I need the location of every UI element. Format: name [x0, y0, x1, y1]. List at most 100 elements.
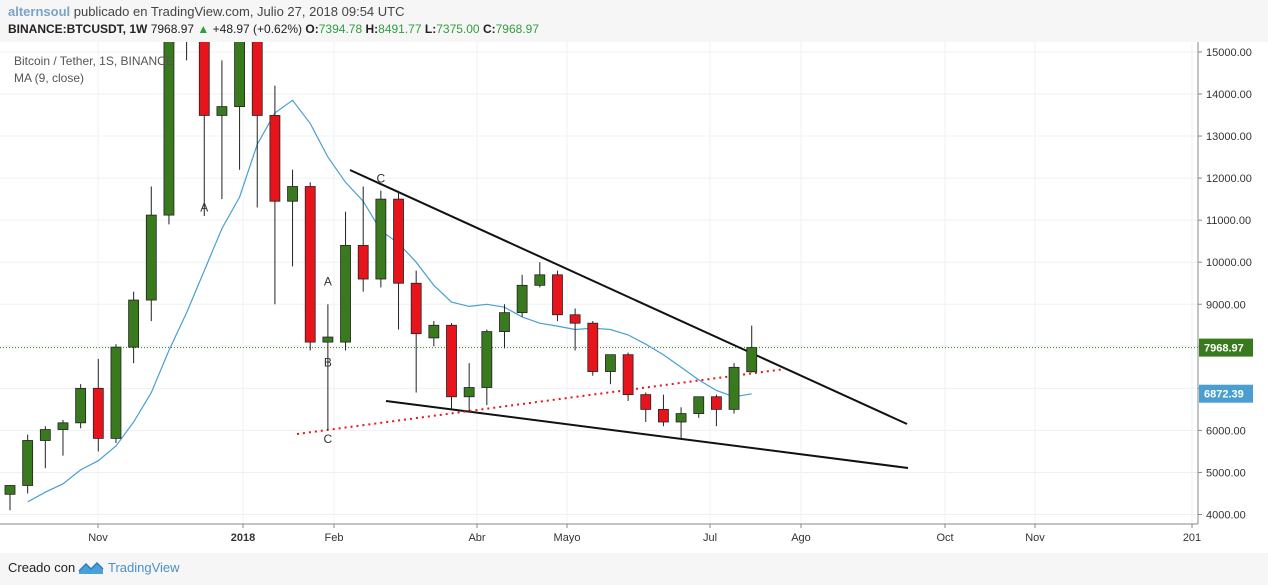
pattern-annotation-label: C — [377, 171, 386, 185]
candle-body[interactable] — [269, 115, 281, 202]
time-tick-label: Nov — [88, 532, 108, 544]
price-tick-label: 5000.00 — [1206, 467, 1246, 479]
made-with-label: Creado con — [8, 560, 76, 575]
candle-body[interactable] — [393, 198, 404, 284]
candle-body[interactable] — [640, 394, 652, 410]
candle-body[interactable] — [499, 312, 510, 332]
last-price-badge-label: 7968.97 — [1204, 343, 1244, 355]
price-tick-label: 10000.00 — [1206, 257, 1252, 269]
annotations-layer: A A B C C — [200, 171, 385, 446]
tradingview-logo-icon — [78, 558, 104, 581]
candle-body[interactable] — [251, 42, 263, 116]
candles-layer — [4, 42, 758, 511]
candle-body[interactable] — [128, 299, 140, 348]
chart-header: alternsoul publicado en TradingView.com,… — [0, 0, 1268, 42]
price-tick-label: 15000.00 — [1206, 47, 1252, 59]
time-tick-label: Abr — [468, 532, 485, 544]
candle-body[interactable] — [287, 186, 298, 202]
candle-body[interactable] — [57, 422, 69, 430]
open-label: O: — [305, 22, 319, 36]
candle-body[interactable] — [216, 106, 228, 116]
candle-body[interactable] — [693, 396, 705, 414]
candle-body[interactable] — [675, 413, 687, 423]
upper-trendline[interactable] — [349, 169, 908, 425]
drawn-trendlines — [296, 169, 909, 469]
candle-body[interactable] — [75, 387, 87, 424]
ma-price-badge — [1199, 384, 1253, 403]
pattern-annotation-label: A — [200, 201, 208, 215]
chart-background — [0, 42, 1268, 553]
candle-body[interactable] — [481, 331, 493, 388]
up-arrow-icon: ▲ — [197, 22, 210, 36]
candle-body[interactable] — [446, 324, 457, 398]
ma-price-badge-label: 6872.39 — [1204, 389, 1244, 401]
candle-body[interactable] — [516, 284, 528, 314]
price-tick-label: 12000.00 — [1206, 173, 1252, 185]
candle-body[interactable] — [605, 354, 616, 372]
high-value: 8491.77 — [378, 22, 422, 36]
symbol-label: BINANCE:BTCUSDT, 1W — [8, 22, 148, 36]
candle-body[interactable] — [587, 322, 599, 372]
close-label: C: — [482, 22, 496, 36]
time-tick-label: Ago — [791, 532, 811, 544]
time-tick-label: Oct — [936, 532, 953, 544]
price-change: +48.97 (+0.62%) — [212, 22, 303, 36]
candle-body[interactable] — [145, 214, 157, 301]
price-labels-layer: 7968.97 6872.39 — [1199, 338, 1253, 403]
time-tick-label: Feb — [325, 532, 344, 544]
candle-body[interactable] — [198, 42, 210, 116]
price-chart[interactable]: 4000.005000.006000.007000.008000.009000.… — [0, 42, 1268, 553]
candle-body[interactable] — [711, 396, 722, 410]
pattern-annotation-label: C — [324, 432, 333, 446]
open-value: 7394.78 — [318, 22, 363, 36]
candle-body[interactable] — [622, 354, 634, 396]
candle-body[interactable] — [4, 485, 16, 495]
price-tick-label: 11000.00 — [1206, 215, 1251, 227]
candle-body[interactable] — [728, 366, 740, 410]
low-label: L: — [424, 22, 437, 36]
publish-info: alternsoul publicado en TradingView.com,… — [8, 4, 404, 19]
candle-body[interactable] — [110, 346, 122, 439]
footer: Creado con TradingView — [0, 553, 1268, 585]
candle-body[interactable] — [304, 186, 316, 343]
lower-trendline[interactable] — [385, 400, 909, 469]
pattern-annotation-label: A — [324, 274, 332, 288]
candle-body[interactable] — [534, 274, 546, 286]
candle-body[interactable] — [22, 440, 34, 486]
quote-line: BINANCE:BTCUSDT, 1W 7968.97 ▲ +48.97 (+0… — [8, 22, 539, 36]
candle-body[interactable] — [357, 244, 369, 280]
candle-body[interactable] — [234, 42, 245, 108]
price-tick-label: 14000.00 — [1206, 89, 1252, 101]
candle-body[interactable] — [658, 408, 669, 423]
candle-body[interactable] — [746, 347, 758, 373]
moving-average-line[interactable] — [27, 99, 752, 503]
price-tick-label: 13000.00 — [1206, 131, 1252, 143]
tradingview-brand-link[interactable]: TradingView — [108, 560, 180, 575]
time-tick-label: Jul — [703, 532, 717, 544]
author-name[interactable]: alternsoul — [8, 4, 71, 19]
candle-body[interactable] — [463, 387, 475, 398]
high-label: H: — [365, 22, 379, 36]
candle-body[interactable] — [39, 429, 51, 441]
close-value: 7968.97 — [495, 22, 540, 36]
legend-title: Bitcoin / Tether, 1S, BINANCE — [14, 54, 174, 68]
candle-body[interactable] — [340, 244, 351, 343]
time-tick-label: 2018 — [231, 532, 255, 544]
time-axis[interactable]: Nov 2018 Feb Abr Mayo Jul Ago Oct Nov 201 — [0, 523, 1201, 544]
candle-body[interactable] — [92, 387, 104, 439]
candle-body[interactable] — [410, 282, 422, 335]
candle-body[interactable] — [552, 274, 563, 316]
candle-body[interactable] — [163, 42, 175, 216]
price-axis[interactable]: 4000.005000.006000.007000.008000.009000.… — [1197, 42, 1252, 524]
candle-body[interactable] — [375, 198, 387, 280]
time-tick-label: Mayo — [554, 532, 581, 544]
candle-body[interactable] — [569, 314, 581, 324]
pattern-annotation-label: B — [324, 355, 332, 369]
price-tick-label: 6000.00 — [1206, 425, 1246, 437]
legend-ma: MA (9, close) — [14, 71, 84, 85]
candle-body[interactable] — [322, 336, 334, 343]
candle-body[interactable] — [428, 324, 440, 339]
dotted-support-line[interactable] — [296, 368, 786, 435]
low-value: 7375.00 — [436, 22, 480, 36]
last-price-badge — [1199, 338, 1253, 357]
